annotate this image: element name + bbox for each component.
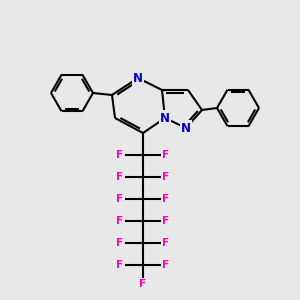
Text: F: F (116, 238, 124, 248)
Text: F: F (162, 172, 169, 182)
Text: F: F (140, 279, 147, 289)
Text: F: F (116, 150, 124, 160)
Text: N: N (160, 112, 170, 124)
Text: N: N (133, 71, 143, 85)
Text: F: F (162, 216, 169, 226)
Text: F: F (116, 260, 124, 270)
Text: F: F (162, 260, 169, 270)
Text: F: F (162, 238, 169, 248)
Text: N: N (181, 122, 191, 134)
Text: F: F (116, 194, 124, 204)
Text: F: F (116, 216, 124, 226)
Text: F: F (162, 194, 169, 204)
Text: F: F (162, 150, 169, 160)
Text: F: F (116, 172, 124, 182)
